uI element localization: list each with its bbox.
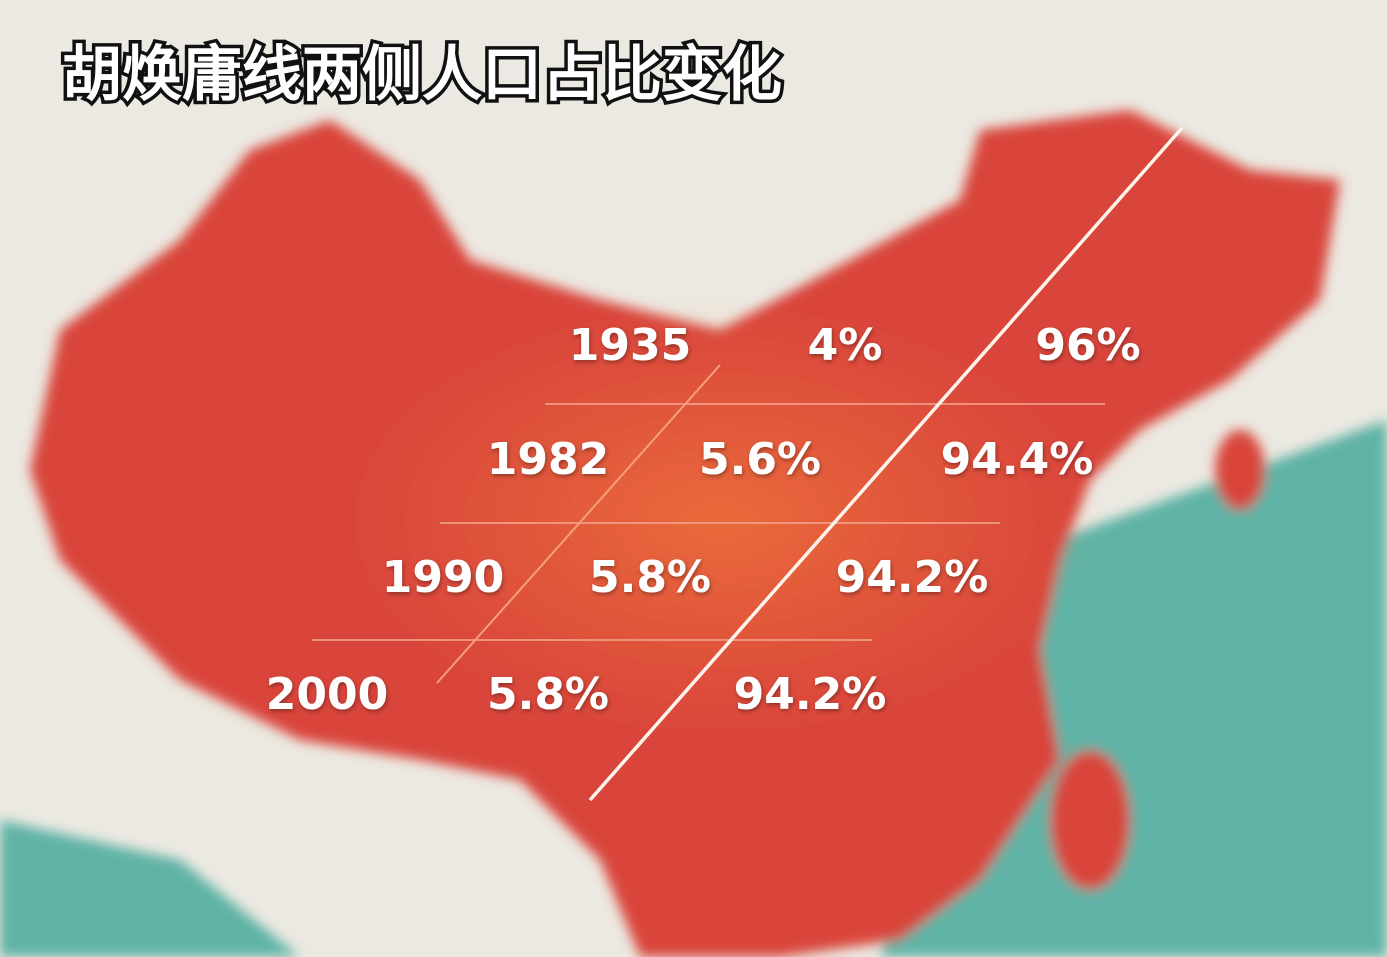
infographic: 胡焕庸线两侧人口占比变化 1935 4% 96% 1982 5.6% 94.4% 1990 5… (0, 0, 1387, 957)
east-share: 94.4% (941, 434, 1094, 485)
east-share: 96% (1035, 320, 1140, 371)
east-share: 94.2% (734, 669, 887, 720)
title: 胡焕庸线两侧人口占比变化 (62, 40, 782, 110)
year: 1982 (487, 434, 609, 485)
year: 2000 (266, 669, 388, 720)
east-share: 94.2% (836, 552, 989, 603)
island (1215, 430, 1265, 510)
island (1050, 750, 1130, 890)
west-share: 5.8% (589, 552, 711, 603)
west-share: 5.8% (487, 669, 609, 720)
west-share: 4% (808, 320, 883, 371)
year: 1990 (382, 552, 504, 603)
west-share: 5.6% (699, 434, 821, 485)
year: 1935 (569, 320, 691, 371)
